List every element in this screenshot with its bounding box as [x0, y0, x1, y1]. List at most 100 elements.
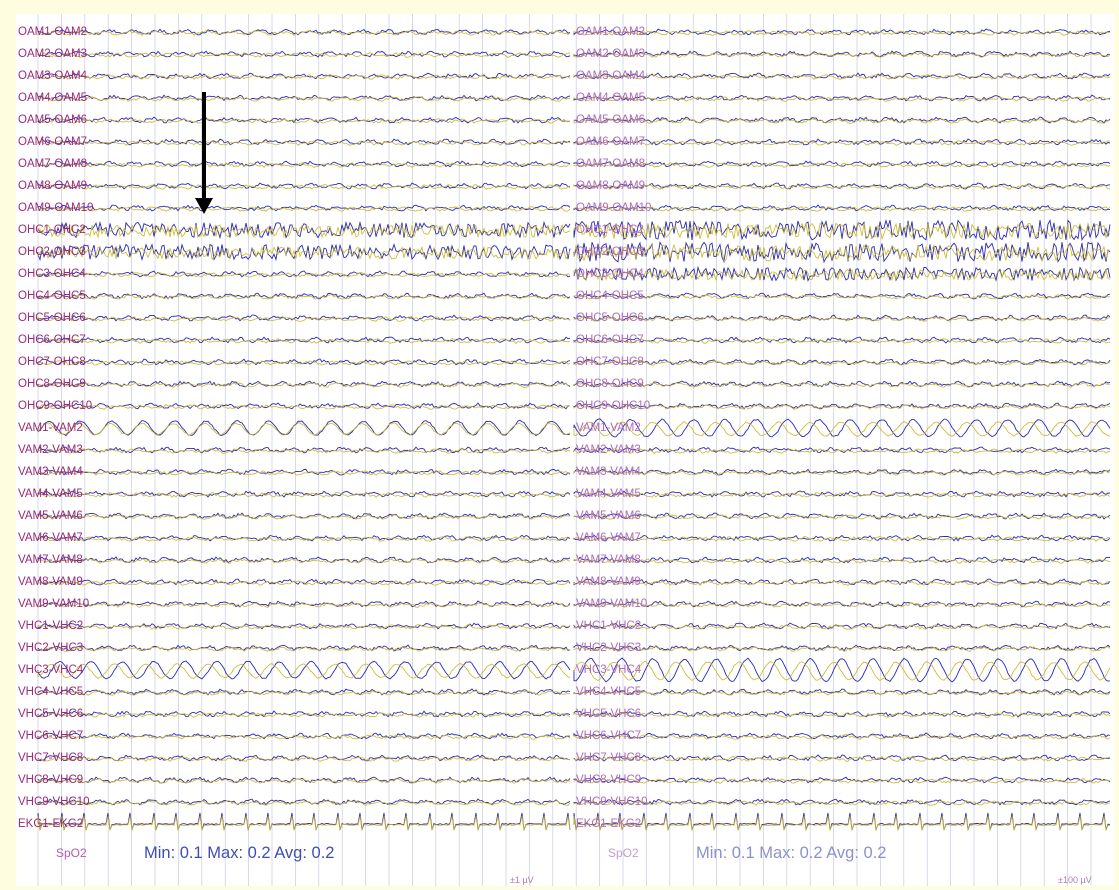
trace-right-overlay	[573, 360, 1111, 366]
trace-right	[573, 265, 1111, 283]
trace-left	[37, 812, 571, 831]
channel-label: OAM9-OAM10	[18, 202, 94, 214]
channel-label: VAM6-VAM7	[18, 532, 83, 544]
trace-right	[573, 512, 1111, 520]
trace-left	[37, 600, 571, 608]
channel-label: VAM8-VAM9	[576, 576, 641, 588]
channel-label: VAM6-VAM7	[576, 532, 641, 544]
trace-left-overlay	[37, 360, 571, 366]
trace-right-overlay	[573, 712, 1111, 718]
trace-right-overlay	[573, 733, 1111, 740]
trace-right-overlay	[573, 316, 1110, 322]
trace-left-overlay	[37, 602, 571, 608]
trace-right	[573, 578, 1111, 586]
trace-right	[573, 94, 1111, 102]
trace-left-overlay	[37, 30, 571, 36]
trace-right-overlay	[573, 184, 1111, 190]
left-scale-label: ±1 µV	[510, 875, 534, 885]
trace-left	[37, 578, 571, 586]
channel-label: OHC1-OHC2	[18, 224, 86, 236]
channel-label: VHC8-VHC9	[576, 774, 642, 786]
trace-left-overlay	[37, 162, 571, 169]
channel-label: VHC7-VHC8	[18, 752, 84, 764]
channel-label: OAM3-OAM4	[18, 70, 88, 82]
trace-right	[573, 812, 1111, 831]
channel-label: OAM4-OAM5	[576, 92, 646, 104]
channel-label: VAM9-VAM10	[576, 598, 648, 610]
trace-left-overlay	[37, 800, 571, 806]
trace-left	[37, 732, 571, 740]
channel-label: EKG1-EKG2	[18, 818, 84, 830]
trace-left	[37, 270, 571, 278]
channel-label: OHC9-OHC10	[18, 400, 93, 412]
channel-label: OHC6-OHC7	[18, 334, 86, 346]
trace-right-overlay	[573, 690, 1111, 696]
trace-right-overlay	[573, 492, 1111, 498]
trace-left-overlay	[37, 492, 571, 498]
trace-left	[37, 622, 571, 630]
trace-right-overlay	[573, 536, 1111, 542]
trace-right	[573, 50, 1111, 58]
trace-right	[573, 556, 1111, 564]
channel-label: OAM4-OAM5	[18, 92, 88, 104]
channel-label: VHC4-VHC5	[18, 686, 84, 698]
channel-label: OAM5-OAM6	[576, 114, 646, 126]
trace-right	[573, 644, 1111, 652]
trace-left-overlay	[37, 74, 571, 80]
trace-left	[37, 402, 570, 410]
trace-left	[37, 292, 571, 300]
trace-left-overlay	[37, 223, 571, 239]
trace-right	[573, 534, 1111, 542]
trace-right-overlay	[573, 118, 1111, 124]
trace-right-overlay	[573, 96, 1111, 102]
channel-label: VAM5-VAM6	[576, 510, 641, 522]
channel-label: VHC4-VHC5	[576, 686, 642, 698]
channel-label: OHC5-OHC6	[576, 312, 644, 324]
channel-label: VAM3-VAM4	[576, 466, 641, 478]
right-stats-readout: Min: 0.1 Max: 0.2 Avg: 0.2	[696, 844, 887, 862]
channel-label: VHC9-VHC10	[18, 796, 90, 808]
eeg-traces	[37, 14, 1111, 886]
channel-label: OHC7-OHC8	[18, 356, 86, 368]
channel-label: VHC5-VHC6	[576, 708, 642, 720]
channel-label: OAM2-OAM3	[576, 48, 646, 60]
trace-left	[37, 534, 571, 542]
trace-left-overlay	[37, 422, 571, 436]
trace-left-overlay	[37, 96, 571, 102]
trace-right	[573, 657, 1111, 683]
left-spo2-label: SpO2	[56, 846, 87, 860]
channel-label: VHC6-VHC7	[18, 730, 84, 742]
channel-label: VHC7-VHC8	[576, 752, 642, 764]
trace-left-overlay	[37, 734, 571, 740]
trace-left	[37, 138, 571, 146]
annotation-arrow	[195, 92, 213, 214]
trace-right	[573, 468, 1111, 476]
right-spo2-label: SpO2	[608, 846, 639, 860]
trace-right-overlay	[573, 624, 1111, 630]
channel-label: VAM7-VAM8	[576, 554, 641, 566]
trace-right-overlay	[573, 206, 1111, 212]
channel-label: OAM1-OAM2	[576, 26, 646, 38]
channel-label: OHC6-OHC7	[576, 334, 644, 346]
trace-left-overlay	[37, 514, 571, 520]
channel-label: VHC3-VHC4	[576, 664, 642, 676]
channel-label: OHC1-OHC2	[576, 224, 644, 236]
trace-right-overlay	[573, 580, 1111, 586]
trace-right-overlay	[573, 30, 1111, 36]
trace-right-overlay	[573, 514, 1111, 520]
trace-right-overlay	[573, 756, 1111, 762]
channel-label: OAM7-OAM8	[18, 158, 88, 170]
channel-label: VHC1-VHC2	[576, 620, 642, 632]
trace-right-overlay	[573, 448, 1111, 454]
trace-right-overlay	[573, 162, 1111, 168]
trace-right	[573, 72, 1111, 80]
channel-label: VHC1-VHC2	[18, 620, 84, 632]
channel-label: VAM1-VAM2	[576, 422, 641, 434]
channel-label: OHC2-OHC3	[576, 246, 644, 258]
trace-left-overlay	[37, 663, 571, 679]
channel-label: OHC3-OHC4	[18, 268, 86, 280]
trace-right-overlay	[573, 268, 1111, 282]
trace-right-overlay	[573, 338, 1111, 344]
trace-left-overlay	[37, 382, 571, 388]
trace-left-overlay	[37, 338, 571, 344]
